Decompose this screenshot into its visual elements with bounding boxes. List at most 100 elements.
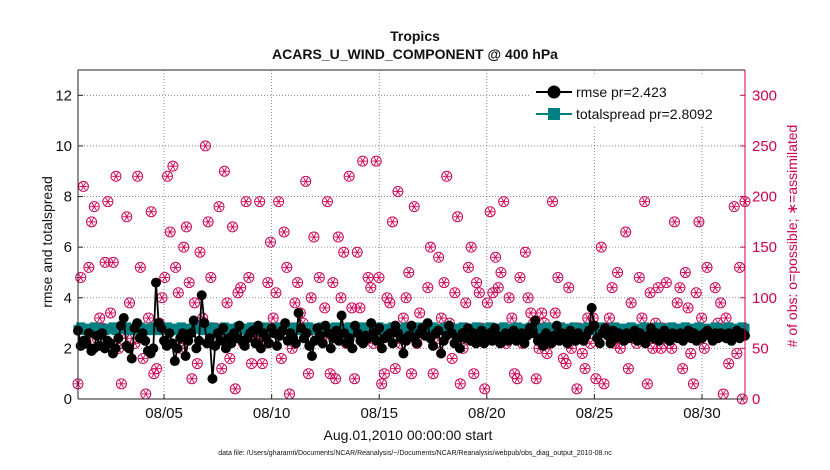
obs-assimilated-star (232, 385, 238, 393)
obs-possible-circle (387, 216, 399, 228)
obs-assimilated-star (113, 172, 119, 181)
obs-assimilated-star (574, 385, 580, 393)
obs-assimilated-star (493, 253, 499, 262)
obs-possible-circle (473, 287, 485, 299)
obs-assimilated-star (124, 212, 130, 221)
obs-marker (392, 185, 404, 197)
obs-marker (205, 272, 217, 284)
obs-marker (424, 241, 436, 253)
rmse-point (116, 320, 127, 331)
y-right-tick-label: 0 (752, 391, 760, 408)
obs-marker (449, 287, 461, 299)
obs-possible-circle (254, 196, 266, 208)
rmse-point (277, 325, 288, 336)
obs-assimilated-star (221, 167, 227, 176)
obs-possible-circle (468, 368, 480, 380)
obs-assimilated-star (409, 369, 414, 378)
obs-marker (308, 231, 320, 243)
rmse-point (390, 320, 401, 331)
obs-marker (422, 282, 434, 294)
obs-marker (283, 388, 295, 400)
y-tick-label: 4 (64, 290, 72, 307)
obs-marker (720, 312, 732, 324)
obs-possible-circle (357, 155, 369, 167)
obs-assimilated-star (495, 283, 501, 292)
obs-assimilated-star (135, 172, 141, 181)
obs-marker (579, 363, 591, 375)
obs-marker (468, 368, 480, 380)
obs-assimilated-star (105, 197, 111, 206)
obs-assimilated-star (249, 359, 255, 368)
obs-marker (229, 383, 241, 395)
obs-possible-circle (682, 302, 694, 314)
rmse-point (471, 338, 482, 349)
rmse-point (640, 338, 651, 349)
obs-possible-circle (427, 368, 439, 380)
obs-assimilated-star (341, 248, 347, 257)
rmse-point (188, 315, 199, 326)
obs-marker (701, 261, 713, 273)
obs-marker (406, 368, 417, 380)
obs-assimilated-star (482, 385, 488, 393)
obs-possible-circle (715, 297, 727, 309)
obs-possible-circle (178, 241, 190, 253)
obs-possible-circle (281, 261, 293, 273)
obs-possible-circle (262, 277, 274, 289)
obs-assimilated-star (194, 359, 200, 368)
obs-assimilated-star (330, 278, 336, 287)
obs-assimilated-star (338, 293, 344, 302)
obs-assimilated-star (425, 283, 431, 292)
obs-possible-circle (132, 170, 144, 182)
rmse-point (411, 338, 422, 349)
obs-possible-circle (365, 282, 377, 294)
obs-possible-circle (595, 241, 607, 253)
rmse-point (376, 343, 387, 354)
obs-possible-circle (137, 353, 149, 365)
obs-assimilated-star (449, 354, 455, 363)
obs-assimilated-star (400, 314, 406, 322)
obs-assimilated-star (278, 354, 284, 363)
obs-assimilated-star (522, 248, 528, 257)
obs-assimilated-star (354, 248, 360, 257)
rmse-point (350, 320, 361, 331)
obs-assimilated-star (208, 273, 214, 282)
obs-marker (728, 201, 740, 213)
obs-assimilated-star (427, 243, 433, 252)
obs-marker (88, 201, 100, 213)
obs-possible-circle (240, 196, 252, 208)
obs-marker (224, 353, 236, 365)
obs-assimilated-star (693, 288, 699, 297)
obs-assimilated-star (230, 223, 236, 231)
obs-marker (142, 312, 154, 324)
obs-assimilated-star (281, 228, 287, 236)
obs-possible-circle (590, 373, 602, 385)
rmse-point (293, 307, 304, 318)
obs-possible-circle (620, 226, 632, 238)
x-tick-label: 08/20 (468, 405, 506, 422)
obs-marker (167, 160, 179, 172)
obs-assimilated-star (639, 314, 645, 322)
obs-possible-circle (330, 373, 342, 385)
obs-possible-circle (221, 297, 233, 309)
obs-possible-circle (289, 297, 301, 309)
obs-possible-circle (332, 231, 344, 243)
obs-assimilated-star (647, 288, 653, 297)
obs-marker (156, 292, 168, 304)
rmse-point (126, 353, 137, 364)
obs-possible-circle (522, 292, 534, 304)
obs-marker (107, 256, 119, 268)
obs-marker (278, 226, 290, 238)
obs-assimilated-star (438, 314, 444, 322)
obs-possible-circle (598, 378, 610, 390)
obs-possible-circle (446, 353, 458, 365)
obs-assimilated-star (563, 359, 569, 368)
obs-possible-circle (452, 211, 464, 223)
obs-marker (254, 196, 266, 208)
obs-marker (186, 373, 198, 385)
obs-assimilated-star (189, 374, 195, 383)
y-right-tick-label: 100 (752, 290, 777, 307)
obs-assimilated-star (305, 369, 311, 378)
obs-possible-circle (86, 216, 98, 228)
rmse-point (331, 325, 342, 336)
obs-assimilated-star (246, 273, 252, 282)
